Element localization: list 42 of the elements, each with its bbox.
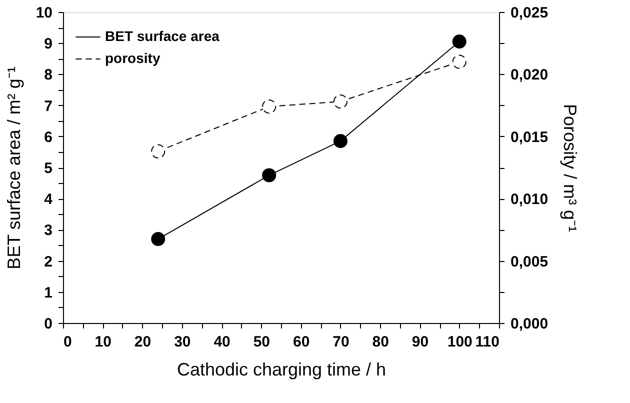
y-tick-label: 2 bbox=[44, 253, 52, 270]
y-tick-label: 6 bbox=[44, 128, 52, 146]
x-tick-label: 30 bbox=[174, 334, 191, 350]
y2-tick-label: 0,000 bbox=[510, 316, 548, 332]
y-tick-label: 7 bbox=[44, 98, 52, 115]
x-tick-label: 0 bbox=[64, 334, 72, 350]
point bbox=[262, 100, 276, 114]
y2-tick-label: 0,015 bbox=[510, 128, 548, 146]
y-tick-label: 0 bbox=[44, 316, 52, 332]
y-tick-label: 3 bbox=[44, 222, 52, 240]
y-tick-label: 8 bbox=[44, 66, 52, 84]
x-tick-label: 60 bbox=[292, 334, 310, 350]
point bbox=[333, 94, 348, 109]
x-tick-label: 40 bbox=[214, 334, 230, 350]
x-tick-label: 90 bbox=[412, 334, 429, 350]
y2-tick-label: 0,010 bbox=[510, 191, 548, 208]
y-tick-label: 9 bbox=[44, 36, 52, 53]
x-tick-label: 100 bbox=[447, 334, 472, 350]
y-tick-label: 5 bbox=[44, 160, 52, 177]
y2-tick-label: 0,020 bbox=[510, 66, 548, 84]
x-tick-label: 50 bbox=[253, 334, 270, 350]
point bbox=[452, 54, 466, 69]
point bbox=[262, 168, 276, 182]
x-tick-label: 110 bbox=[475, 334, 500, 350]
y2-tick-label: 0,005 bbox=[510, 253, 548, 270]
legend-label: porosity bbox=[105, 50, 160, 66]
x-tick-label: 80 bbox=[372, 334, 389, 350]
x-tick-label: 10 bbox=[94, 334, 112, 350]
y-axis-title: BET surface area / m² g⁻¹ bbox=[4, 66, 24, 270]
point bbox=[333, 134, 348, 148]
y-tick-label: 4 bbox=[44, 191, 54, 208]
x-tick-label: 70 bbox=[332, 334, 350, 350]
point bbox=[151, 232, 166, 246]
point bbox=[452, 34, 466, 49]
legend-label: BET surface area bbox=[105, 28, 220, 44]
y-tick-label: 10 bbox=[36, 4, 52, 22]
y2-tick-label: 0,025 bbox=[510, 4, 548, 22]
y2-axis-title: Porosity / m³ g⁻¹ bbox=[560, 104, 580, 232]
x-tick-label: 20 bbox=[134, 334, 152, 350]
point bbox=[151, 144, 166, 158]
x-axis-title: Cathodic charging time / h bbox=[176, 360, 386, 380]
y-tick-label: 1 bbox=[44, 284, 52, 302]
